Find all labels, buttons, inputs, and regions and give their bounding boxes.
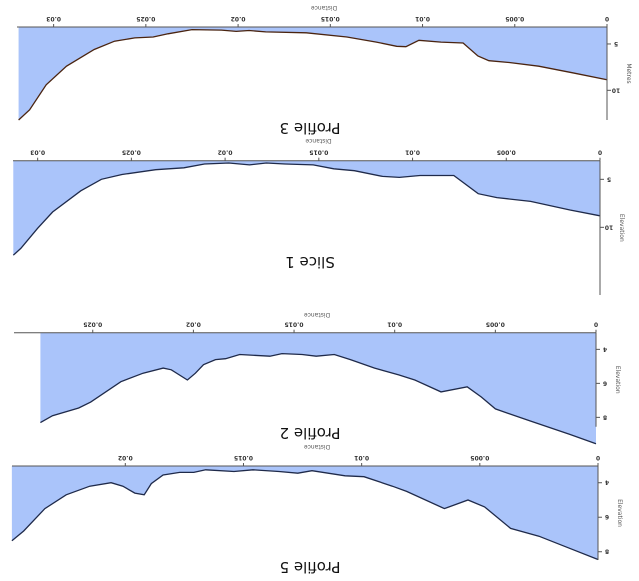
x-tick-label: 0.015 xyxy=(309,149,328,156)
chart-panel-profile-5: 0 0.005 0.01 0.015 0.02 4 6 8 Distance Elevation P… xyxy=(11,443,623,576)
x-tick-label: 0.01 xyxy=(415,15,430,22)
chart-panel-profile-2: 0 0.005 0.01 0.015 0.02 0.025 4 6 8 Distance Eleva… xyxy=(14,311,621,445)
chart-panel-profile-3: 0 0.005 0.01 0.015 0.02 0.025 0.03 5 10 Distance M… xyxy=(17,4,632,137)
area-fill xyxy=(18,27,608,120)
chart-title: Slice 1 xyxy=(285,253,335,271)
x-tick-label: 0.015 xyxy=(234,454,253,461)
x-tick-label: 0 xyxy=(594,321,598,328)
x-tick-label: 0.015 xyxy=(285,321,304,328)
profile-line xyxy=(12,162,601,256)
chart-panel-slice-1: 0 0.005 0.01 0.015 0.02 0.025 0.03 5 10 Distance E… xyxy=(12,137,625,295)
area-fill xyxy=(13,160,601,256)
x-tick-label: 0.005 xyxy=(470,454,489,461)
profile-line xyxy=(18,28,608,121)
area-fill xyxy=(11,466,599,560)
chart-title: Profile 5 xyxy=(280,558,341,576)
x-tick-label: 0.03 xyxy=(30,149,45,156)
x-tick-label: 0.02 xyxy=(118,454,133,461)
profile-line xyxy=(40,352,597,445)
y-tick-label: 6 xyxy=(603,379,607,386)
x-tick-label: 0.025 xyxy=(83,321,102,328)
x-tick-label: 0.02 xyxy=(218,149,233,156)
x-tick-label: 0.02 xyxy=(186,321,201,328)
x-axis-label: Distance xyxy=(311,4,338,11)
y-tick-label: 10 xyxy=(605,223,613,230)
y-tick-label: 10 xyxy=(612,86,620,93)
x-tick-label: 0.005 xyxy=(505,15,524,22)
y-tick-label: 8 xyxy=(603,413,607,420)
x-axis-label: Distance xyxy=(304,311,331,318)
y-axis-label: Elevation xyxy=(614,366,621,394)
y-tick-label: 8 xyxy=(605,548,609,555)
y-tick-label: 5 xyxy=(614,40,618,47)
chart-title: Profile 3 xyxy=(280,119,341,137)
chart-title: Profile 2 xyxy=(280,424,341,442)
profile-line xyxy=(11,469,599,561)
y-axis-label: Metres xyxy=(625,63,632,83)
x-tick-label: 0.005 xyxy=(497,149,516,156)
y-axis-label: Elevation xyxy=(618,214,625,242)
x-tick-label: 0.02 xyxy=(231,15,246,22)
x-tick-label: 0.01 xyxy=(354,454,369,461)
x-axis-label: Distance xyxy=(304,443,331,450)
x-tick-label: 0.005 xyxy=(486,321,505,328)
y-tick-label: 6 xyxy=(605,513,609,520)
x-tick-label: 0.025 xyxy=(122,149,141,156)
x-tick-label: 0.01 xyxy=(405,149,420,156)
x-tick-label: 0.025 xyxy=(136,15,155,22)
x-tick-label: 0.015 xyxy=(321,15,340,22)
x-axis-label: Distance xyxy=(305,137,332,144)
x-tick-label: 0.03 xyxy=(46,15,61,22)
x-tick-label: 0 xyxy=(596,454,600,461)
x-tick-label: 0 xyxy=(598,149,602,156)
y-axis-label: Elevation xyxy=(616,499,623,527)
y-tick-label: 4 xyxy=(603,345,607,352)
area-fill xyxy=(40,332,596,444)
x-tick-label: 0.01 xyxy=(387,321,402,328)
x-tick-label: 0 xyxy=(605,15,609,22)
y-tick-label: 5 xyxy=(607,175,611,182)
y-tick-label: 4 xyxy=(605,479,609,486)
